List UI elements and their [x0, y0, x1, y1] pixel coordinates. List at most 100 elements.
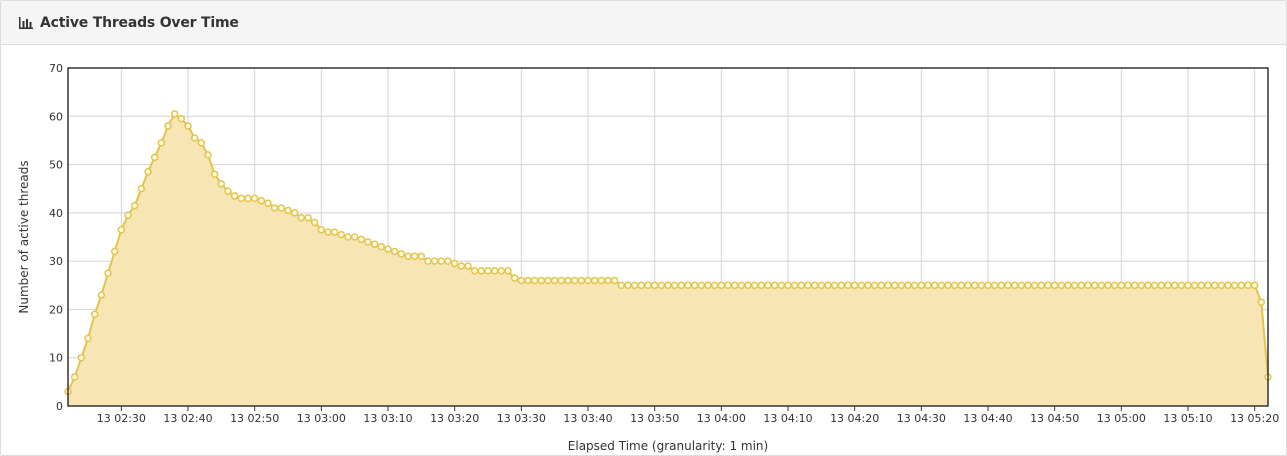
y-tick-label: 50: [49, 159, 63, 172]
data-point: [910, 281, 919, 290]
data-point: [730, 281, 739, 290]
data-point: [130, 201, 139, 210]
data-point: [617, 281, 626, 290]
data-point: [377, 242, 386, 251]
data-point: [624, 281, 632, 290]
data-point: [384, 245, 392, 253]
data-point: [1117, 281, 1126, 290]
data-point: [457, 262, 466, 270]
data-point: [717, 281, 726, 290]
data-point: [1257, 298, 1266, 306]
data-point: [350, 233, 359, 241]
data-point: [897, 281, 906, 290]
data-point: [644, 281, 652, 290]
data-point: [404, 252, 412, 261]
y-tick-label: 10: [49, 352, 63, 365]
x-tick-label: 13 03:10: [363, 412, 412, 425]
data-point: [137, 184, 146, 193]
data-point: [1030, 281, 1039, 290]
data-point: [830, 281, 839, 290]
x-tick-label: 13 04:40: [963, 412, 1012, 425]
x-tick-label: 13 04:30: [897, 412, 946, 425]
data-point: [464, 262, 472, 270]
data-point: [797, 281, 806, 290]
data-point: [1210, 281, 1219, 290]
data-point: [890, 281, 899, 290]
data-point: [197, 139, 206, 147]
data-point: [1057, 281, 1066, 290]
data-point: [657, 281, 666, 290]
data-point: [770, 281, 779, 290]
data-point: [684, 281, 692, 290]
panel-heading: Active Threads Over Time: [1, 1, 1286, 45]
data-point: [484, 267, 492, 275]
y-tick-label: 30: [49, 255, 63, 268]
data-point: [444, 257, 452, 265]
data-point: [710, 281, 719, 290]
data-point: [950, 281, 959, 290]
data-point: [117, 226, 126, 234]
data-point: [1077, 281, 1086, 290]
data-point: [204, 151, 212, 159]
data-point: [870, 281, 879, 290]
data-point: [924, 281, 932, 290]
data-point: [937, 281, 946, 290]
data-point: [297, 213, 306, 222]
data-point: [884, 281, 892, 290]
data-point: [837, 281, 846, 290]
data-point: [1130, 281, 1139, 290]
data-point: [550, 276, 559, 285]
data-point: [697, 281, 706, 290]
data-point: [517, 276, 526, 285]
data-point: [497, 267, 506, 275]
y-tick-label: 60: [49, 110, 63, 123]
data-point: [984, 281, 992, 290]
data-point: [230, 192, 239, 200]
data-point: [1137, 281, 1146, 290]
data-point: [390, 247, 399, 256]
data-point: [590, 276, 599, 285]
data-point: [144, 168, 152, 176]
bar-chart-icon: [19, 16, 33, 29]
data-point: [110, 247, 119, 256]
data-point: [790, 281, 799, 290]
data-point: [250, 194, 259, 203]
data-point: [584, 276, 592, 285]
data-point: [864, 281, 872, 290]
data-point: [277, 204, 286, 212]
data-point: [750, 281, 759, 290]
data-point: [1230, 281, 1239, 290]
data-point: [1104, 281, 1112, 290]
data-point: [450, 259, 459, 268]
data-point: [997, 281, 1006, 290]
data-point: [1250, 281, 1259, 290]
data-point: [257, 197, 266, 205]
data-point: [610, 276, 619, 285]
data-point: [337, 230, 346, 239]
data-point: [944, 281, 952, 290]
data-point: [397, 250, 406, 258]
data-point: [850, 281, 859, 290]
data-point: [564, 276, 572, 285]
data-point: [1157, 281, 1166, 290]
data-point: [690, 281, 699, 290]
data-point: [430, 257, 439, 265]
data-point: [1150, 281, 1159, 290]
data-point: [537, 276, 546, 285]
x-tick-label: 13 03:30: [497, 412, 546, 425]
series-area: [68, 113, 1268, 407]
data-point: [637, 281, 646, 290]
x-tick-label: 13 03:40: [563, 412, 612, 425]
data-point: [970, 281, 979, 290]
data-point: [477, 267, 486, 275]
data-point: [190, 134, 199, 142]
y-tick-label: 0: [56, 400, 63, 413]
data-point: [84, 334, 92, 343]
data-point: [1037, 281, 1046, 290]
data-point: [557, 276, 566, 285]
data-point: [1004, 281, 1012, 290]
data-point: [344, 233, 352, 241]
data-point: [1070, 281, 1079, 290]
data-point: [224, 187, 232, 195]
